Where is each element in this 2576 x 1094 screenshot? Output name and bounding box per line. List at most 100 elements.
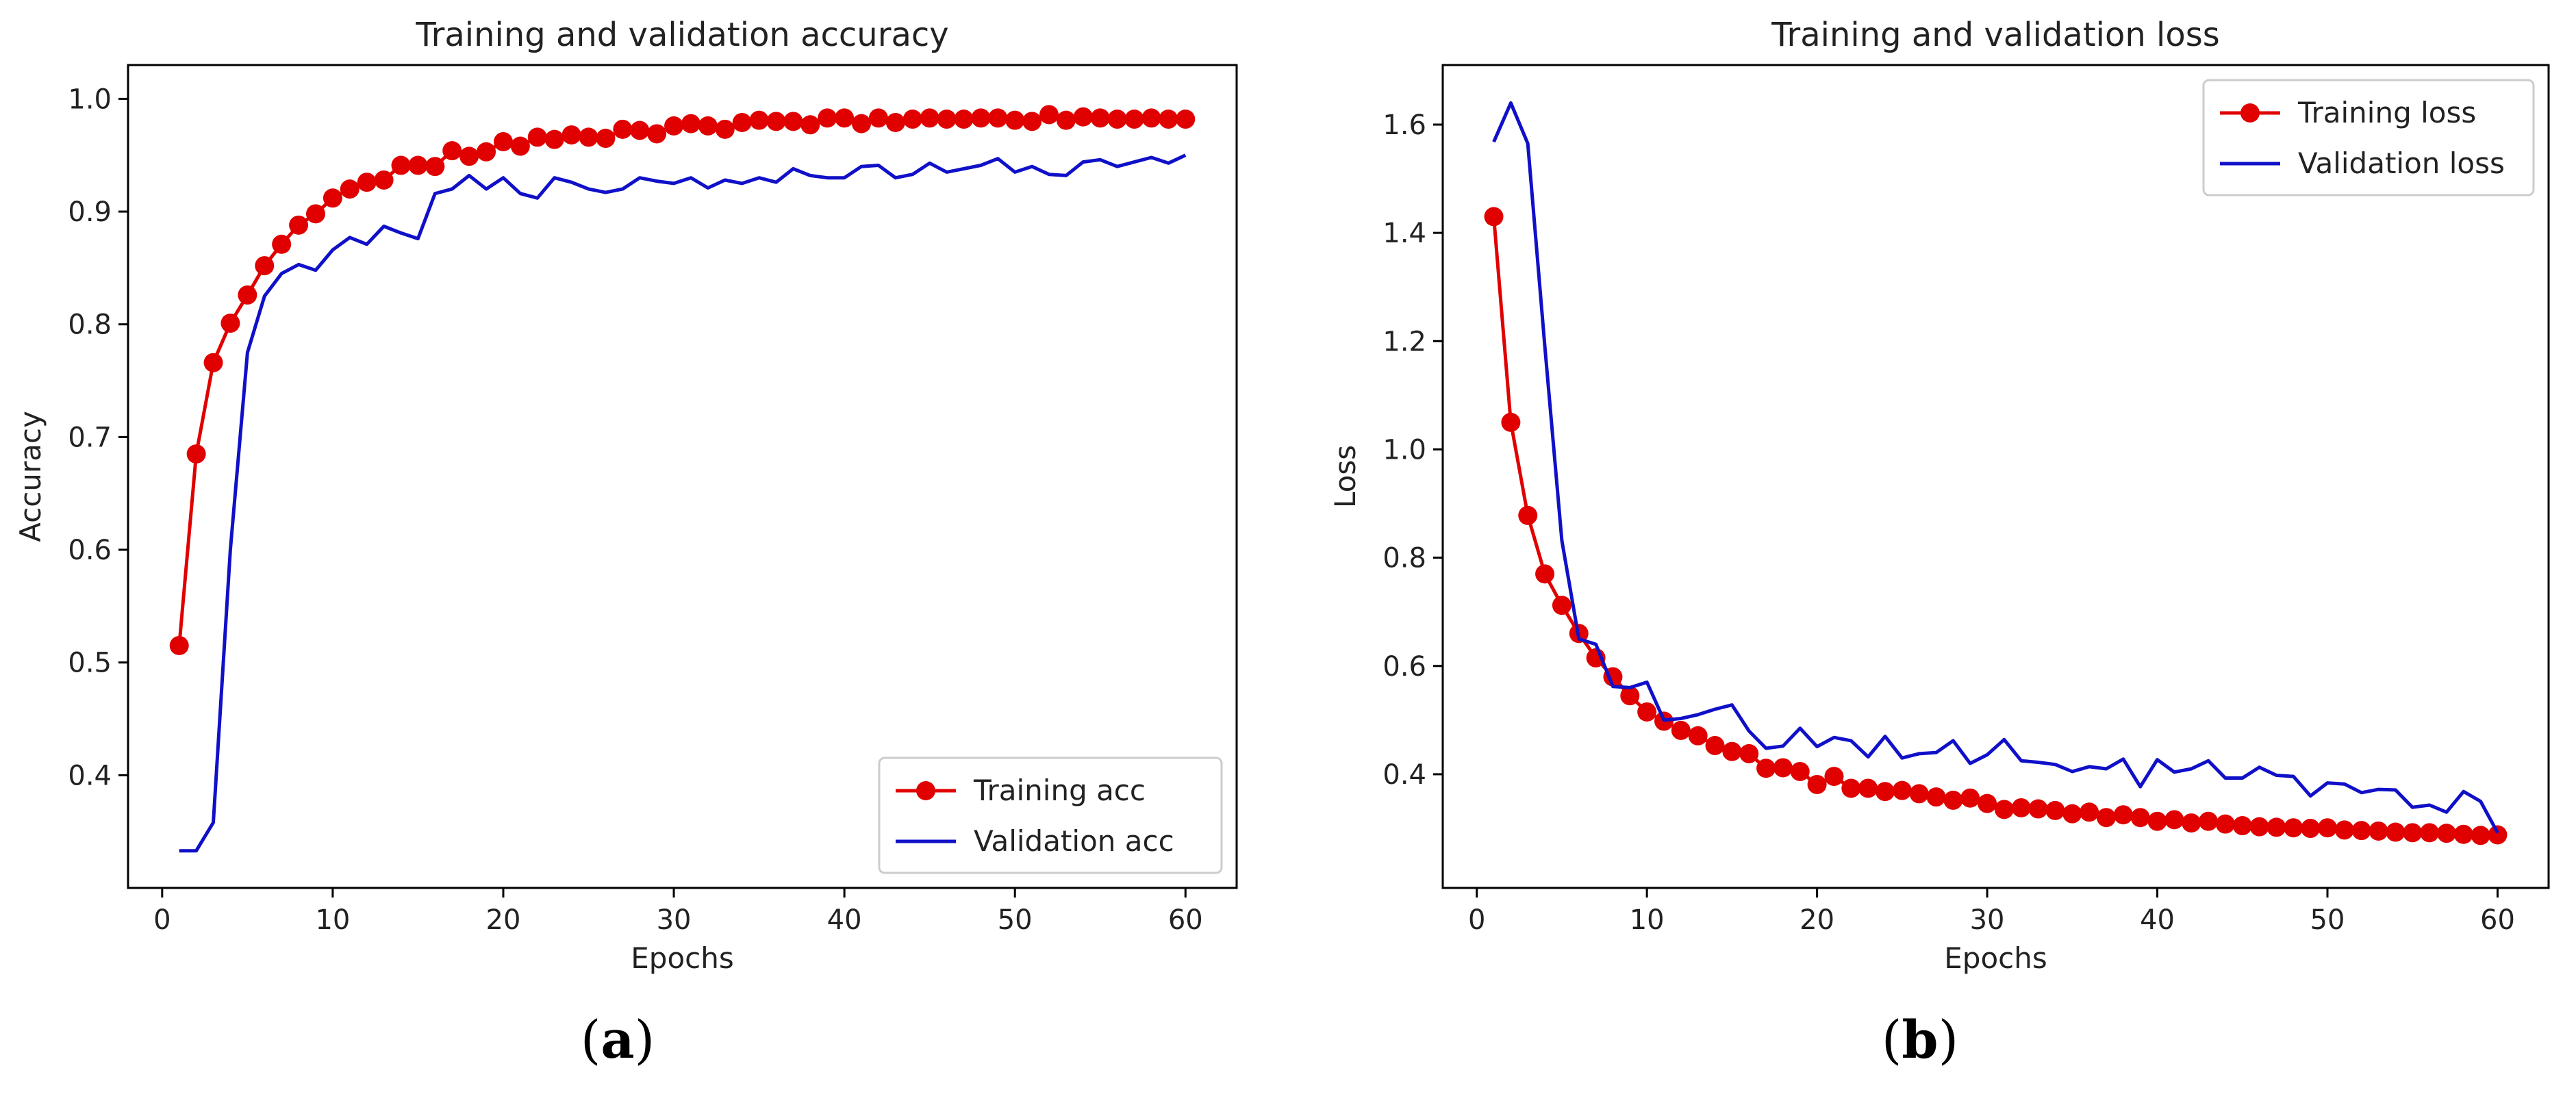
legend-label-validation-acc: Validation acc (974, 824, 1174, 858)
data-point-training-acc (596, 129, 616, 149)
data-point-training-acc (698, 116, 718, 136)
data-point-training-acc (681, 114, 700, 133)
y-tick-label: 0.5 (68, 648, 112, 679)
x-tick-label: 40 (2140, 904, 2175, 936)
legend-marker-training-acc (916, 781, 935, 800)
legend: Training acc Validation acc (878, 756, 1223, 874)
legend: Training loss Validation loss (2202, 79, 2535, 196)
y-tick-label: 1.0 (1382, 434, 1426, 466)
x-tick-label: 30 (1970, 904, 2005, 936)
x-tick-label: 10 (1630, 904, 1665, 936)
data-point-training-loss (1484, 207, 1504, 227)
x-tick-label: 0 (1468, 904, 1485, 936)
x-tick-label: 40 (827, 904, 862, 936)
data-point-training-acc (783, 112, 803, 131)
data-point-training-acc (988, 108, 1008, 128)
data-point-training-acc (374, 170, 394, 190)
data-point-training-loss (1824, 767, 1844, 787)
data-point-training-acc (1073, 107, 1093, 127)
data-point-training-acc (868, 108, 888, 128)
data-point-training-loss (1552, 596, 1571, 615)
series-line-validation-acc (179, 153, 1187, 853)
data-point-training-acc (1090, 108, 1110, 128)
data-point-training-loss (2045, 800, 2065, 820)
data-point-training-loss (1705, 736, 1725, 756)
data-point-training-loss (2453, 824, 2473, 844)
chart-title: Training and validation accuracy (415, 16, 948, 54)
data-point-training-loss (1518, 505, 1538, 525)
y-tick-label: 0.8 (68, 309, 112, 341)
data-point-training-acc (1159, 110, 1178, 129)
data-point-training-acc (1141, 108, 1161, 128)
x-tick-label: 20 (486, 904, 521, 936)
x-tick-label: 50 (2310, 904, 2345, 936)
y-tick-label: 0.4 (68, 760, 112, 791)
data-point-training-acc (425, 157, 445, 177)
data-point-training-acc (647, 124, 667, 144)
data-point-training-loss (2130, 808, 2150, 828)
data-point-training-acc (937, 110, 957, 129)
series-line-validation-loss (1492, 101, 2499, 834)
data-point-training-acc (442, 141, 462, 161)
data-point-training-acc (323, 188, 342, 208)
data-point-training-loss (2488, 825, 2508, 845)
data-point-training-loss (1671, 720, 1691, 740)
data-point-training-acc (1107, 110, 1127, 129)
data-point-training-acc (852, 114, 872, 133)
data-point-training-loss (2351, 821, 2371, 841)
data-point-training-loss (2369, 821, 2388, 841)
data-point-training-acc (749, 110, 769, 130)
data-point-training-acc (272, 234, 292, 254)
data-point-training-loss (1909, 784, 1929, 804)
data-point-training-acc (885, 112, 905, 132)
plot-frame (1441, 64, 2550, 889)
data-point-training-acc (800, 115, 820, 135)
data-point-training-loss (1790, 761, 1810, 781)
data-point-training-loss (1535, 564, 1555, 584)
data-point-training-loss (2436, 824, 2456, 843)
data-point-training-acc (1005, 110, 1025, 130)
data-point-training-loss (1892, 780, 1912, 800)
data-point-training-loss (1858, 778, 1878, 798)
data-point-training-acc (459, 147, 479, 166)
data-point-training-acc (527, 127, 547, 147)
data-point-training-loss (1876, 782, 1895, 802)
data-point-training-loss (1756, 759, 1776, 778)
data-point-training-acc (408, 155, 428, 175)
data-point-training-loss (2011, 798, 2031, 817)
data-point-training-acc (732, 112, 752, 132)
data-point-training-loss (1688, 726, 1708, 746)
x-tick-label: 0 (153, 904, 171, 936)
data-point-training-acc (818, 108, 837, 128)
data-point-training-loss (1960, 788, 1980, 808)
legend-label-validation-loss: Validation loss (2298, 147, 2505, 180)
series-line-training-loss (1492, 216, 2498, 837)
x-axis-label: Epochs (1944, 941, 2047, 975)
y-axis-label: Loss (1328, 445, 1362, 508)
data-point-training-loss (1620, 686, 1640, 706)
data-point-training-acc (340, 179, 359, 199)
loss-chart: 0 10 20 30 40 50 60 0.4 0.6 0.8 1.0 1.2 1.4 1.6 Traini… (1328, 16, 2550, 975)
data-point-training-acc (477, 142, 496, 162)
data-point-training-loss (2386, 822, 2405, 842)
data-point-training-loss (1807, 774, 1827, 794)
data-point-training-acc (561, 125, 581, 145)
data-point-training-acc (1022, 112, 1042, 131)
data-point-training-loss (2266, 817, 2286, 837)
data-point-training-loss (2232, 816, 2252, 836)
data-point-training-acc (203, 353, 223, 372)
data-point-training-acc (255, 256, 275, 276)
y-tick-label: 0.6 (68, 535, 112, 566)
x-tick-label: 50 (998, 904, 1033, 936)
data-point-training-acc (169, 635, 189, 655)
data-point-training-loss (1501, 412, 1521, 432)
data-point-training-loss (1722, 741, 1742, 761)
data-point-training-acc (971, 108, 991, 128)
data-point-training-loss (2182, 813, 2201, 833)
x-tick-label: 30 (657, 904, 692, 936)
data-point-training-acc (715, 119, 735, 139)
data-point-training-acc (493, 131, 513, 151)
x-axis-label: Epochs (631, 941, 734, 975)
data-point-training-acc (1039, 105, 1059, 125)
